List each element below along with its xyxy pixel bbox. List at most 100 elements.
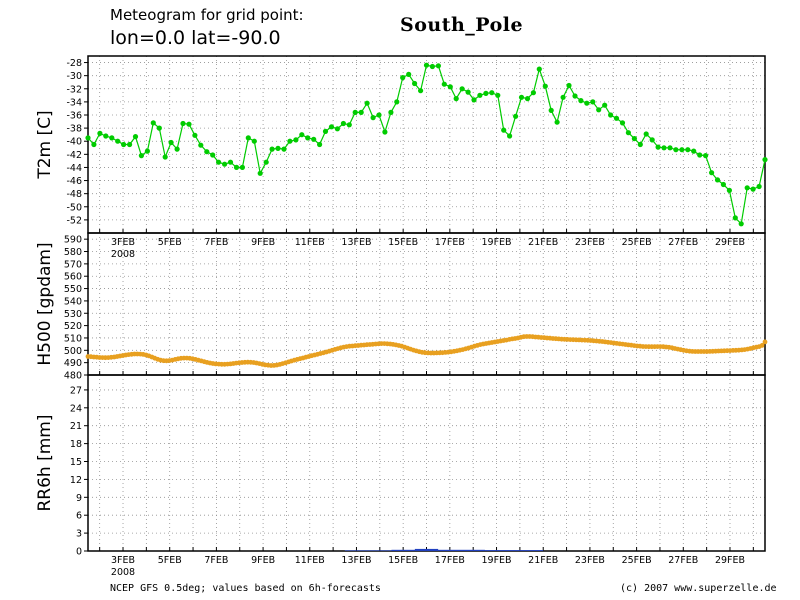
temp-point — [625, 130, 632, 136]
temp-point — [584, 100, 590, 106]
date-tick-label: 29FEB — [715, 555, 745, 566]
y-tick-label: 530 — [64, 309, 82, 320]
height-point — [759, 343, 765, 348]
temp-point — [340, 120, 346, 127]
temp-point — [85, 135, 91, 141]
temp-point — [435, 63, 441, 69]
temp-point — [174, 146, 180, 152]
temp-point — [233, 164, 240, 170]
header-line2: lon=0.0 lat=-90.0 — [110, 27, 281, 49]
temp-point — [560, 94, 566, 100]
temp-point — [162, 154, 168, 160]
temp-point — [566, 82, 572, 89]
temp-point — [459, 86, 465, 92]
date-tick-label: 9FEB — [251, 555, 275, 566]
temp-point — [709, 170, 715, 176]
temp-point — [322, 128, 329, 134]
temp-point — [358, 109, 364, 115]
temp-point — [245, 135, 251, 141]
temp-point — [263, 159, 269, 165]
y-tick-label: -36 — [66, 111, 82, 122]
temp-point — [655, 144, 661, 150]
y-tick-label: 560 — [64, 272, 82, 283]
temp-point — [679, 147, 685, 153]
temp-point — [477, 92, 483, 98]
temp-point — [507, 133, 513, 139]
temp-point — [204, 149, 210, 155]
temp-point — [287, 138, 293, 144]
precip-bar — [484, 550, 544, 551]
temp-point — [441, 81, 447, 87]
y-tick-label: -30 — [66, 71, 82, 82]
temp-point — [489, 90, 495, 96]
temp-point — [518, 94, 525, 100]
height-point — [762, 339, 768, 345]
y-tick-label: 540 — [64, 296, 82, 307]
temp-point — [91, 141, 97, 148]
temp-point — [400, 75, 406, 81]
temp-point — [631, 136, 638, 142]
y-tick-label: 550 — [64, 284, 82, 295]
temp-point — [180, 120, 186, 127]
y-tick-label: -48 — [66, 189, 82, 200]
date-tick-label: 15FEB — [388, 555, 418, 566]
y-tick-label: -34 — [66, 97, 82, 108]
temp-point — [501, 127, 507, 133]
temp-point — [418, 88, 424, 94]
y-tick-label: 510 — [64, 333, 82, 344]
temp-point — [726, 187, 733, 193]
y-tick-label: 21 — [70, 421, 82, 432]
y-tick-label: 27 — [70, 385, 82, 396]
y-tick-label: 24 — [70, 403, 82, 414]
temp-point — [198, 142, 204, 148]
y-tick-label: -28 — [66, 58, 82, 69]
temp-point — [471, 97, 477, 103]
temp-point — [109, 135, 115, 141]
temp-point — [132, 134, 139, 140]
temp-point — [210, 152, 216, 158]
temp-point — [382, 129, 388, 135]
temp-point — [305, 135, 311, 141]
y-tick-label: -42 — [66, 150, 82, 161]
temp-point — [222, 161, 228, 167]
temp-point — [596, 107, 602, 113]
height-panel: 480490500510520530540550560570580590H500… — [35, 232, 768, 382]
temp-point — [703, 153, 709, 159]
temp-point — [602, 102, 608, 108]
y-axis-label: RR6h [mm] — [35, 414, 55, 511]
temp-point — [334, 126, 340, 132]
temp-point — [548, 107, 554, 113]
temp-point — [578, 98, 584, 104]
temp-point — [661, 145, 667, 151]
temp-point — [643, 131, 649, 137]
temp-point — [649, 137, 655, 143]
y-tick-label: 12 — [70, 475, 82, 486]
temp-point — [744, 185, 750, 191]
temp-point — [328, 124, 335, 130]
temp-point — [613, 115, 620, 121]
year-label: 2008 — [111, 567, 135, 578]
temp-point — [103, 133, 109, 139]
temp-point — [406, 71, 412, 77]
y-axis-label: H500 [gpdam] — [35, 242, 55, 365]
temp-point — [714, 177, 721, 183]
temp-point — [673, 147, 679, 153]
temp-point — [97, 130, 103, 136]
date-tick-label: 19FEB — [481, 555, 511, 566]
y-tick-label: 6 — [76, 511, 82, 522]
date-tick-label: 23FEB — [575, 555, 605, 566]
date-tick-label: 11FEB — [295, 237, 325, 248]
date-tick-label: 19FEB — [481, 237, 511, 248]
y-tick-label: 580 — [64, 247, 82, 258]
y-tick-label: 0 — [76, 547, 82, 558]
y-tick-label: -46 — [66, 176, 82, 187]
temp-point — [370, 115, 376, 121]
temp-point — [756, 183, 762, 190]
header-line1: Meteogram for grid point: — [110, 6, 304, 24]
temp-point — [293, 137, 299, 143]
temp-point — [216, 159, 222, 165]
precip-panel: 0 3 6 9 12 15 18 21 24 27 3FEB 5FEB 7FEB 9FEB 11FEB 13F… — [35, 374, 766, 578]
date-tick-label: 29FEB — [715, 237, 745, 248]
temp-point — [530, 90, 537, 96]
